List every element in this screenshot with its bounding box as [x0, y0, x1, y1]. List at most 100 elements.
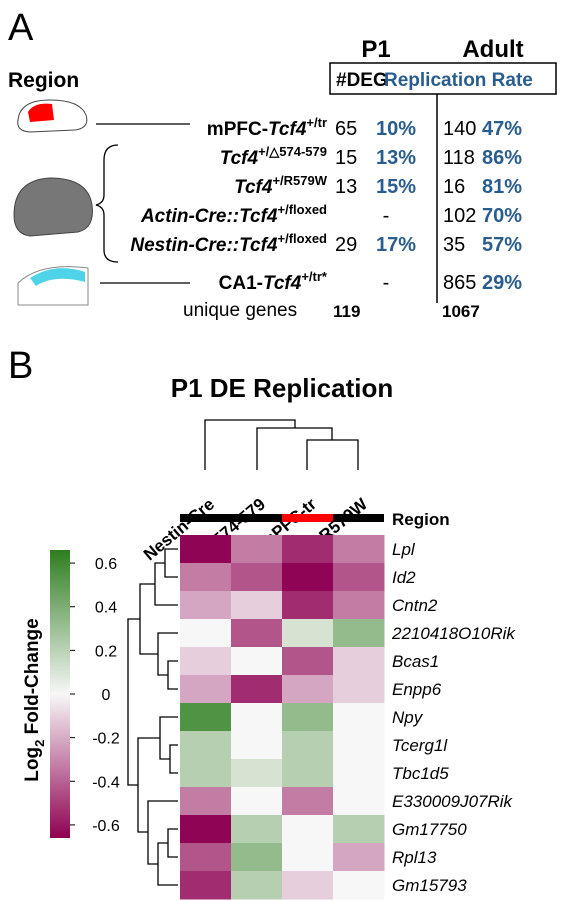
adult-count: 118	[443, 147, 475, 169]
row-label: Tcf4+/△574-579	[220, 144, 327, 169]
heatmap-cell	[333, 815, 385, 844]
row-label: E330009J07Rik	[392, 792, 514, 811]
label-prefix: mPFC-	[207, 119, 268, 140]
row-label: Cntn2	[392, 596, 438, 615]
heatmap-cell	[333, 647, 385, 676]
row-label: Actin-Cre::Tcf4+/floxed	[140, 202, 327, 227]
heatmap-cell	[231, 703, 283, 732]
label-gene: Tcf4	[220, 148, 259, 169]
colorbar	[50, 550, 70, 838]
heatmap-cell	[282, 731, 334, 760]
heatmap-cell	[231, 731, 283, 760]
heatmap-cell	[282, 703, 334, 732]
row-label: Bcas1	[392, 652, 439, 671]
p1-rate: 15%	[376, 176, 416, 198]
row-label: Rpl13	[392, 848, 437, 867]
heatmap-cell	[231, 815, 283, 844]
heatmap-cell	[231, 675, 283, 704]
p1-count: 13	[335, 176, 357, 198]
heatmap-cell	[333, 731, 385, 760]
row-label: Id2	[392, 568, 416, 587]
heatmap-cell	[180, 731, 232, 760]
label-gene: Tcf4	[239, 206, 278, 227]
adult-rate: 86%	[482, 147, 522, 169]
label-gene: Tcf4	[263, 273, 302, 294]
adult-rate: 29%	[482, 272, 522, 294]
panel-label: A	[8, 7, 34, 49]
heatmap-cell	[282, 843, 334, 872]
colorbar-tick-label: -0.4	[92, 774, 120, 791]
adult-rate: 57%	[482, 234, 522, 256]
p1-rate: 17%	[376, 234, 416, 256]
heatmap-cell	[333, 535, 385, 564]
heatmap-cell	[282, 815, 334, 844]
label-sup: +/floxed	[278, 231, 328, 246]
region-bar	[333, 514, 384, 522]
heatmap-cell	[180, 535, 232, 564]
row-label: CA1-Tcf4+/tr*	[219, 269, 328, 294]
heatmap-cell	[333, 591, 385, 620]
p1-count: 65	[335, 118, 357, 140]
heatmap-cell	[180, 647, 232, 676]
heatmap-cell	[231, 563, 283, 592]
heatmap-cell	[333, 787, 385, 816]
colorbar-tick-label: -0.6	[92, 818, 120, 835]
heatmap-cell	[231, 619, 283, 648]
heatmap-cell	[231, 535, 283, 564]
label-prefix: CA1-	[219, 273, 263, 294]
label-part: Log	[22, 747, 43, 782]
heatmap-cell	[282, 563, 334, 592]
row-label: mPFC-Tcf4+/tr	[207, 115, 327, 140]
heatmap-cell	[282, 787, 334, 816]
heatmap-cell	[333, 675, 385, 704]
heatmap-cell	[333, 759, 385, 788]
heatmap-cell	[231, 787, 283, 816]
region-label: Region	[392, 510, 450, 529]
label-sup: +/tr*	[301, 269, 328, 284]
heatmap-cell	[333, 843, 385, 872]
heatmap-cell	[231, 591, 283, 620]
heatmap-cell	[333, 703, 385, 732]
heatmap-cell	[231, 871, 283, 900]
adult-rate: 47%	[482, 118, 522, 140]
heatmap-cell	[180, 563, 232, 592]
label-sup: +/R579W	[272, 173, 327, 188]
colorbar-tick-label: 0.2	[95, 643, 117, 660]
deg-heading: #DEG	[336, 70, 388, 91]
heatmap-cell	[333, 619, 385, 648]
p1-rate: 13%	[376, 147, 416, 169]
adult-count: 865	[443, 272, 476, 294]
row-label: Gm15793	[392, 876, 467, 895]
label-sup: +/floxed	[278, 202, 328, 217]
adult-rate: 70%	[482, 205, 522, 227]
heatmap-cell	[231, 647, 283, 676]
unique-count: 119	[333, 302, 360, 321]
row-label: Tbc1d5	[392, 764, 449, 783]
heatmap-cell	[333, 563, 385, 592]
heatmap-cell	[231, 759, 283, 788]
row-label: Gm17750	[392, 820, 467, 839]
label-gene: Tcf4	[234, 177, 273, 198]
p1-count: 29	[335, 234, 357, 256]
adult-count: 140	[443, 118, 476, 140]
heatmap-cell	[180, 619, 232, 648]
heatmap-cell	[180, 675, 232, 704]
row-label: Tcf4+/R579W	[234, 173, 328, 198]
colorbar-tick-label: 0	[102, 687, 111, 704]
heatmap-cell	[180, 759, 232, 788]
region-heading: Region	[8, 69, 79, 92]
p1-empty: -	[383, 205, 390, 227]
row-label: Lpl	[392, 540, 416, 559]
colorbar-tick-label: -0.2	[92, 731, 120, 748]
heatmap-cell	[180, 591, 232, 620]
colorbar-label: Log2 Fold-Change	[22, 618, 47, 781]
rate-heading: Replication Rate	[384, 70, 533, 91]
row-label: 2210418O10Rik	[391, 624, 516, 643]
row-label: Tcerg1l	[392, 736, 448, 755]
heatmap-cell	[180, 843, 232, 872]
panel-label: B	[8, 345, 33, 387]
region-bar	[180, 514, 231, 522]
adult-rate: 81%	[482, 176, 522, 198]
heatmap-cell	[180, 787, 232, 816]
heatmap-cell	[282, 871, 334, 900]
